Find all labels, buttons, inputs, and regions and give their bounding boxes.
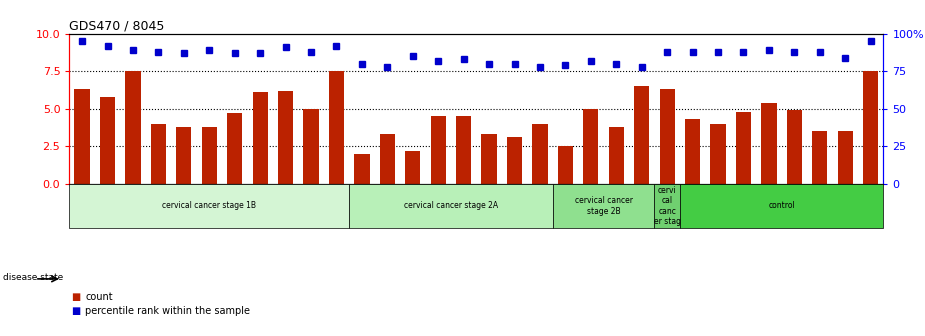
Bar — [481, 134, 497, 183]
Bar — [253, 92, 268, 183]
Bar — [786, 110, 802, 183]
Bar — [635, 86, 649, 183]
Bar — [329, 71, 344, 183]
Bar — [303, 109, 318, 183]
Bar — [507, 137, 522, 183]
Bar — [812, 131, 828, 183]
Bar — [838, 131, 853, 183]
Bar — [228, 113, 242, 183]
Bar — [151, 124, 166, 183]
Bar — [69, 183, 350, 228]
Bar — [553, 183, 655, 228]
Bar — [863, 71, 879, 183]
Bar — [379, 134, 395, 183]
Bar — [278, 91, 293, 183]
Text: GDS470 / 8045: GDS470 / 8045 — [69, 19, 165, 33]
Text: control: control — [769, 202, 795, 210]
Bar — [533, 124, 548, 183]
Text: percentile rank within the sample: percentile rank within the sample — [85, 306, 250, 316]
Text: cervical cancer stage 2A: cervical cancer stage 2A — [404, 202, 498, 210]
Text: cervical cancer
stage 2B: cervical cancer stage 2B — [574, 196, 633, 216]
Bar — [660, 89, 675, 183]
Bar — [558, 146, 574, 183]
Text: cervical cancer stage 1B: cervical cancer stage 1B — [162, 202, 256, 210]
Bar — [684, 119, 700, 183]
Bar — [74, 89, 90, 183]
Bar — [354, 154, 369, 183]
Bar — [609, 127, 623, 183]
Bar — [761, 102, 777, 183]
Bar — [126, 71, 141, 183]
Bar — [430, 116, 446, 183]
Text: count: count — [85, 292, 113, 302]
Text: disease state: disease state — [3, 273, 63, 282]
Bar — [710, 124, 726, 183]
Bar — [176, 127, 191, 183]
Bar — [350, 183, 553, 228]
Bar — [736, 112, 751, 183]
Bar — [456, 116, 471, 183]
Bar — [655, 183, 680, 228]
Bar — [583, 109, 598, 183]
Bar — [202, 127, 216, 183]
Bar — [100, 96, 115, 183]
Text: ■: ■ — [71, 306, 80, 316]
Bar — [405, 151, 420, 183]
Bar — [680, 183, 883, 228]
Text: ■: ■ — [71, 292, 80, 302]
Text: cervi
cal
canc
er stag: cervi cal canc er stag — [654, 186, 681, 226]
